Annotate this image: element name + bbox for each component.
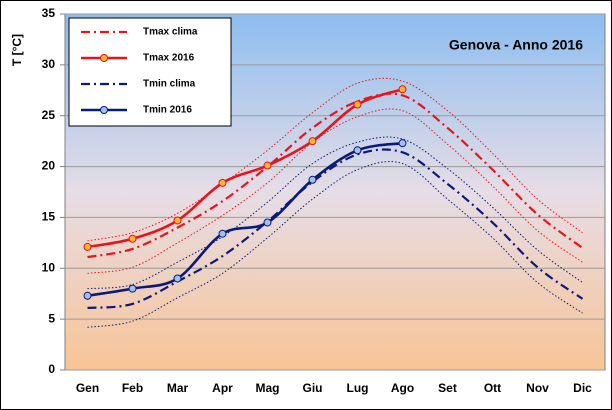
point	[173, 216, 182, 225]
point	[218, 178, 227, 187]
y-tick-label: 15	[42, 210, 56, 224]
point	[128, 234, 137, 243]
legend-box	[68, 17, 232, 127]
series-line	[87, 141, 403, 298]
point	[263, 161, 272, 170]
x-tick-label: Feb	[122, 381, 143, 395]
legend-marker	[100, 106, 108, 114]
y-tick-label: 10	[42, 260, 56, 274]
legend-marker	[100, 54, 108, 62]
series-line	[87, 161, 583, 328]
x-tick-label: Ott	[484, 381, 501, 395]
series-line	[87, 92, 584, 259]
legend-label: Tmin clima	[143, 79, 196, 90]
point	[308, 137, 317, 146]
point	[83, 242, 92, 251]
legend-label: Tmax clima	[143, 27, 198, 38]
point	[398, 85, 407, 94]
series-line	[87, 148, 584, 310]
point	[128, 284, 137, 293]
x-tick-label: Mar	[167, 381, 189, 395]
point	[398, 139, 407, 148]
legend-label: Tmin 2016	[143, 105, 192, 116]
point	[353, 100, 362, 109]
point	[83, 291, 92, 300]
y-tick-label: 35	[42, 6, 56, 20]
x-tick-label: Gen	[76, 381, 99, 395]
y-tick-label: 5	[48, 311, 55, 325]
annotation: Genova - Anno 2016	[449, 37, 583, 53]
x-tick-label: Ago	[391, 381, 414, 395]
legend-label: Tmax 2016	[143, 53, 195, 64]
series-line	[87, 77, 583, 242]
point	[173, 274, 182, 283]
x-tick-label: Nov	[526, 381, 549, 395]
y-tick-label: 30	[42, 57, 56, 71]
y-tick-label: 0	[48, 362, 55, 376]
point	[353, 146, 362, 155]
point	[263, 218, 272, 227]
point	[218, 229, 227, 238]
x-tick-label: Mag	[256, 381, 280, 395]
y-tick-label: 20	[42, 159, 56, 173]
y-tick-label: 25	[42, 108, 56, 122]
point	[308, 175, 317, 184]
y-axis-label: T [°C]	[10, 34, 24, 66]
x-tick-label: Dic	[573, 381, 592, 395]
x-tick-label: Apr	[212, 381, 233, 395]
x-tick-label: Lug	[347, 381, 369, 395]
series-line	[87, 108, 583, 274]
series-line	[87, 136, 583, 290]
x-tick-label: Set	[438, 381, 457, 395]
x-tick-label: Giu	[303, 381, 323, 395]
